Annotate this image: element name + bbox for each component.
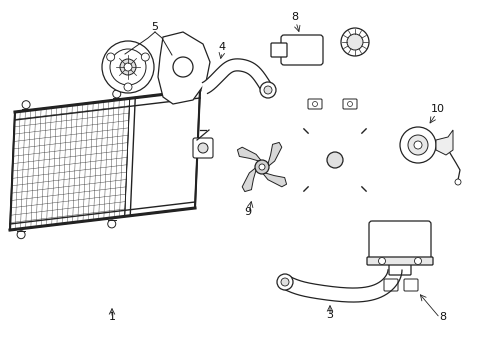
Polygon shape [10,90,200,230]
Circle shape [113,90,121,98]
Circle shape [260,82,276,98]
Polygon shape [436,130,453,155]
Circle shape [259,164,265,170]
Circle shape [107,53,115,61]
Circle shape [378,257,386,265]
Polygon shape [295,108,383,208]
Polygon shape [10,98,130,230]
FancyBboxPatch shape [404,279,418,291]
Polygon shape [242,168,256,192]
Text: 3: 3 [326,310,334,320]
Circle shape [307,132,363,188]
Polygon shape [263,173,287,187]
FancyBboxPatch shape [367,257,433,265]
FancyBboxPatch shape [389,261,411,275]
Circle shape [255,160,269,174]
Circle shape [281,278,289,286]
Circle shape [455,179,461,185]
Circle shape [17,231,25,239]
Circle shape [313,102,318,107]
Polygon shape [268,143,282,166]
Text: 6: 6 [367,10,373,20]
FancyBboxPatch shape [384,279,398,291]
Circle shape [124,83,132,91]
Circle shape [124,63,132,71]
Circle shape [415,257,421,265]
Circle shape [347,34,363,50]
Circle shape [173,57,193,77]
Circle shape [110,49,146,85]
Text: 2: 2 [206,112,214,122]
Text: 1: 1 [108,312,116,322]
Circle shape [22,101,30,109]
Circle shape [414,141,422,149]
Text: 5: 5 [151,22,158,32]
Circle shape [341,28,369,56]
Text: 10: 10 [431,104,445,114]
Text: 11: 11 [323,84,337,94]
FancyBboxPatch shape [308,99,322,109]
Text: 9: 9 [245,207,251,217]
Polygon shape [238,147,261,161]
Text: 7: 7 [354,172,362,182]
Circle shape [108,220,116,228]
Circle shape [347,102,352,107]
FancyBboxPatch shape [343,99,357,109]
FancyBboxPatch shape [193,138,213,158]
Circle shape [120,59,136,75]
Polygon shape [158,32,210,104]
Circle shape [408,135,428,155]
FancyBboxPatch shape [369,221,431,263]
Circle shape [277,274,293,290]
Text: 8: 8 [440,312,446,322]
Circle shape [141,53,149,61]
Circle shape [102,41,154,93]
Circle shape [264,86,272,94]
Text: 4: 4 [219,42,225,52]
Circle shape [400,127,436,163]
Circle shape [327,152,343,168]
FancyBboxPatch shape [271,43,287,57]
Circle shape [198,143,208,153]
Circle shape [297,122,373,198]
Text: 8: 8 [292,12,298,22]
FancyBboxPatch shape [281,35,323,65]
